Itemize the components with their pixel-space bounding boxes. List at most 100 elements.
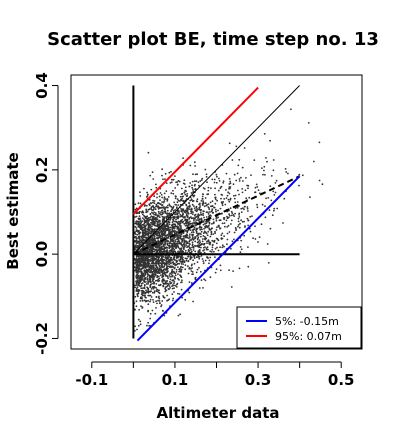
scatter-point <box>164 256 167 259</box>
scatter-point <box>192 199 195 202</box>
scatter-point <box>176 211 179 213</box>
scatter-point <box>209 276 212 279</box>
scatter-point <box>194 250 197 253</box>
scatter-point <box>151 276 153 279</box>
scatter-point <box>180 187 183 190</box>
scatter-point <box>160 203 162 206</box>
scatter-point <box>160 243 163 246</box>
scatter-point <box>157 259 160 262</box>
scatter-point <box>188 202 191 205</box>
scatter-point <box>164 290 167 293</box>
scatter-point <box>144 255 147 258</box>
scatter-point <box>208 208 211 211</box>
scatter-point <box>209 235 212 238</box>
scatter-point <box>282 222 284 224</box>
scatter-point <box>273 209 275 212</box>
scatter-point <box>149 218 152 221</box>
scatter-point <box>174 250 177 253</box>
scatter-point <box>185 203 188 206</box>
scatter-point <box>210 187 212 190</box>
scatter-point <box>150 206 153 209</box>
scatter-point <box>208 221 211 224</box>
x-tick-label: 0.3 <box>245 371 272 389</box>
scatter-point <box>145 289 147 292</box>
scatter-point <box>169 282 172 284</box>
scatter-point <box>137 324 140 327</box>
scatter-point <box>170 192 173 195</box>
scatter-point <box>199 212 202 214</box>
scatter-point <box>141 297 143 300</box>
scatter-point <box>242 207 244 210</box>
scatter-point <box>158 302 161 305</box>
scatter-point <box>159 251 162 253</box>
scatter-point <box>172 205 175 208</box>
scatter-point <box>144 264 147 267</box>
scatter-point <box>231 159 234 161</box>
scatter-point <box>142 292 145 294</box>
scatter-point <box>247 224 250 227</box>
scatter-point <box>176 260 179 262</box>
scatter-point <box>213 181 216 184</box>
scatter-point <box>159 284 162 287</box>
scatter-point <box>166 299 169 302</box>
scatter-point <box>187 255 189 258</box>
scatter-point <box>242 180 244 182</box>
scatter-point <box>168 285 171 287</box>
scatter-point <box>184 264 187 266</box>
scatter-point <box>198 255 201 258</box>
scatter-point <box>151 257 154 260</box>
scatter-point <box>228 142 231 145</box>
scatter-point <box>188 217 191 219</box>
scatter-point <box>158 251 161 254</box>
scatter-point <box>162 178 164 181</box>
scatter-point <box>238 158 241 161</box>
scatter-point <box>202 187 205 189</box>
scatter-point <box>234 194 237 197</box>
scatter-point <box>164 226 166 229</box>
scatter-point <box>141 300 144 302</box>
scatter-point <box>195 232 198 234</box>
scatter-point <box>274 191 277 194</box>
scatter-point <box>190 216 192 218</box>
scatter-point <box>137 295 139 298</box>
scatter-point <box>140 256 143 259</box>
scatter-point <box>140 225 143 228</box>
scatter-point <box>165 182 168 185</box>
scatter-point <box>174 239 177 241</box>
scatter-point <box>182 199 185 202</box>
scatter-point <box>209 201 212 204</box>
scatter-point <box>158 297 161 300</box>
scatter-point <box>159 192 162 194</box>
scatter-point <box>269 227 272 230</box>
scatter-point <box>143 277 146 280</box>
scatter-point <box>194 165 197 167</box>
scatter-point <box>147 151 150 154</box>
scatter-point <box>192 247 195 249</box>
scatter-point <box>255 183 258 186</box>
scatter-point <box>258 236 261 239</box>
scatter-point <box>170 170 172 173</box>
scatter-point <box>179 200 181 202</box>
scatter-point <box>162 274 164 277</box>
scatter-point <box>162 279 165 282</box>
scatter-point <box>194 173 197 176</box>
scatter-point <box>148 208 151 211</box>
scatter-point <box>153 200 156 202</box>
scatter-point <box>241 220 244 223</box>
scatter-point <box>183 210 186 213</box>
scatter-point <box>138 215 141 218</box>
scatter-point <box>214 271 217 274</box>
scatter-point <box>188 208 191 211</box>
scatter-point <box>202 212 205 215</box>
scatter-point <box>301 174 304 177</box>
scatter-point <box>156 223 159 226</box>
scatter-point <box>180 210 183 213</box>
scatter-point <box>228 214 231 217</box>
scatter-point <box>134 248 137 251</box>
scatter-point <box>145 243 148 245</box>
scatter-point <box>167 226 170 229</box>
scatter-point <box>227 191 230 194</box>
scatter-point <box>167 262 170 264</box>
scatter-point <box>169 287 172 289</box>
scatter-point <box>174 264 177 267</box>
